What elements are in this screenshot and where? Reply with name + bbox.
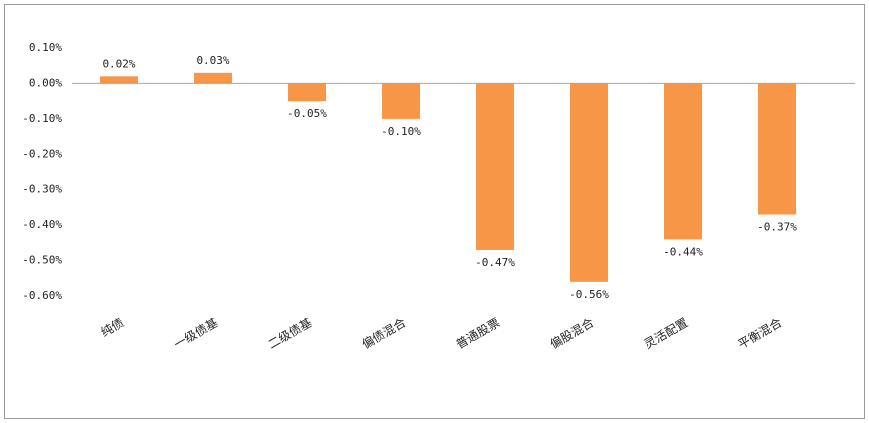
- bar: [288, 83, 326, 102]
- data-label: -0.37%: [757, 221, 797, 234]
- data-label: 0.02%: [102, 57, 135, 70]
- bar: [664, 83, 702, 240]
- chart-frame: [4, 4, 865, 419]
- y-tick-label: 0.10%: [29, 41, 62, 54]
- y-tick-label: -0.20%: [22, 147, 62, 160]
- bar: [570, 83, 608, 282]
- data-label: -0.47%: [475, 256, 515, 269]
- y-tick-label: -0.40%: [22, 218, 62, 231]
- data-label: -0.56%: [569, 288, 609, 301]
- y-tick-label: -0.50%: [22, 254, 62, 267]
- data-label: -0.10%: [381, 125, 421, 138]
- bar: [100, 76, 138, 84]
- y-tick-label: -0.10%: [22, 112, 62, 125]
- y-tick-label: -0.60%: [22, 289, 62, 302]
- bar: [758, 83, 796, 215]
- bar: [476, 83, 514, 250]
- data-label: -0.44%: [663, 245, 703, 258]
- y-tick-label: 0.00%: [29, 76, 62, 89]
- data-label: 0.03%: [196, 54, 229, 67]
- bar: [382, 83, 420, 119]
- data-label: -0.05%: [287, 107, 327, 120]
- bar: [194, 72, 232, 84]
- y-tick-label: -0.30%: [22, 183, 62, 196]
